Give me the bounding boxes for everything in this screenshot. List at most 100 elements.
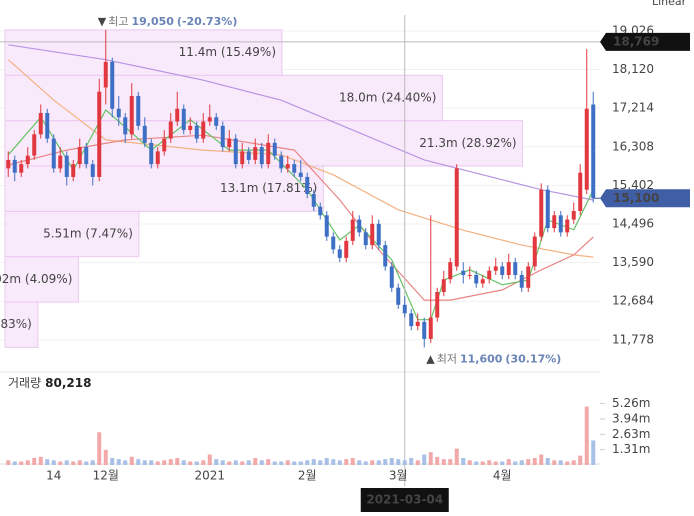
volume-bar [565, 461, 570, 465]
moving-average [8, 44, 594, 201]
volume-bar [532, 457, 537, 465]
volume-profile-bar [4, 74, 443, 122]
candle-body [591, 104, 596, 199]
volume-bar [513, 461, 518, 465]
volume-bar [6, 460, 11, 465]
candle-body [97, 91, 102, 177]
volume-bar [422, 454, 427, 465]
candle-body [103, 61, 108, 88]
volume-bar [77, 460, 82, 465]
volume-bar [526, 459, 531, 465]
candle-body [162, 138, 167, 152]
x-tick-label: 12월 [93, 469, 119, 483]
volume-bar [194, 461, 199, 465]
volume-bar [227, 461, 232, 465]
candle-body [357, 219, 362, 233]
candle-body [64, 155, 69, 177]
candle-body [552, 215, 557, 229]
volume-bar [370, 460, 375, 465]
candle-body [428, 317, 433, 339]
volume-bar [305, 460, 310, 465]
volume-bar [552, 460, 557, 465]
volume-bar [168, 459, 173, 465]
candle-body [90, 164, 95, 177]
y-tick-label: 14,496 [612, 216, 654, 230]
candle-body [279, 155, 284, 169]
low-marker: ▲ 최저 11,600 (30.17%) [426, 352, 561, 365]
candle-body [58, 155, 63, 169]
candle-body [337, 249, 342, 258]
volume-bar [201, 460, 206, 465]
candle-body [71, 164, 76, 177]
volume-profile-bar [4, 256, 79, 303]
candle-body [396, 287, 401, 305]
marker-arrow: ▲ [426, 352, 435, 365]
volume-title-text: 거래량 [8, 376, 41, 390]
candle-body [19, 164, 24, 173]
marker-value: 19,050 [131, 15, 174, 28]
volume-profile-bar [4, 301, 39, 348]
volume-bar [298, 461, 303, 465]
candle-body [123, 117, 128, 135]
candle-body [493, 266, 498, 271]
volume-bar [363, 461, 368, 465]
candle-body [545, 189, 550, 229]
volume-profile-label: 13.1m (17.81%) [220, 181, 317, 195]
candle-body [32, 134, 37, 156]
volume-profile-label: 3.02m (4.09%) [0, 272, 72, 286]
volume-bar [51, 460, 56, 465]
volume-bar [435, 456, 440, 465]
y-tick-label: 15,402 [612, 178, 654, 192]
candle-body [305, 176, 310, 194]
candle-body [519, 274, 524, 288]
crosshair-price-bg [600, 32, 690, 51]
candle-body [350, 219, 355, 241]
volume-profile-label: 11.4m (15.49%) [179, 45, 276, 59]
candle-body [402, 304, 407, 314]
candle-body [77, 147, 82, 165]
candle-body [415, 321, 420, 327]
crosshair-price: 18,769 [613, 34, 659, 48]
volume-bar [233, 460, 238, 465]
candle-body [584, 108, 589, 190]
candle-body [84, 147, 89, 165]
candle-body [207, 117, 212, 122]
y-tick-label: 13,590 [612, 255, 654, 269]
volume-bar [480, 461, 485, 465]
candle-body [318, 206, 323, 216]
current-price: 15,100 [613, 191, 659, 205]
candle-body [38, 113, 43, 135]
volume-bar [97, 432, 102, 465]
candle-body [285, 164, 290, 169]
volume-tick-label: 2.63m [612, 427, 650, 441]
volume-bar [584, 406, 589, 465]
candle-body [435, 292, 440, 318]
candle-body [363, 232, 368, 246]
y-tick-label: 12,684 [612, 294, 654, 308]
volume-bar [441, 459, 446, 465]
volume-bar [389, 457, 394, 465]
volume-bar [45, 459, 50, 465]
candle-body [233, 138, 238, 165]
candle-body [272, 142, 277, 156]
volume-bar [90, 460, 95, 465]
volume-last: 80,218 [45, 376, 91, 390]
candle-body [253, 147, 258, 160]
candle-body [448, 262, 453, 280]
candle-body [461, 270, 466, 275]
volume-bar [175, 457, 180, 465]
marker-change: (-20.73%) [177, 15, 237, 28]
candle-body [383, 245, 388, 267]
candle-body [142, 125, 147, 143]
volume-bar [19, 461, 24, 465]
volume-bar [428, 452, 433, 465]
volume-bar [350, 457, 355, 465]
candle-body [467, 274, 472, 276]
volume-bar [539, 454, 544, 465]
volume-bar [487, 460, 492, 465]
volume-bar [500, 461, 505, 465]
volume-profile-bar [4, 165, 324, 212]
candle-body [155, 151, 160, 165]
volume-bar [376, 460, 381, 465]
candle-body [526, 266, 531, 288]
